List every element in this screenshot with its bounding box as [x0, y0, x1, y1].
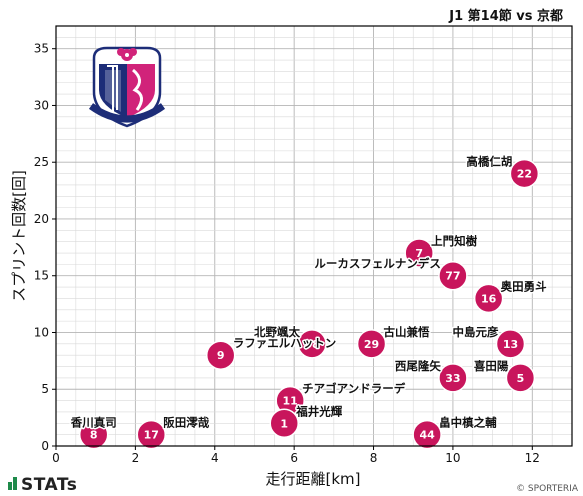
player-point: 33 西尾隆矢 — [393, 357, 468, 393]
x-tick-label: 0 — [52, 451, 60, 465]
x-tick-label: 8 — [370, 451, 378, 465]
player-number: 7 — [415, 247, 423, 260]
player-name: 香川真司 — [70, 416, 117, 430]
player-name: ラファエルハットン — [233, 336, 337, 350]
player-name: 喜田陽 — [474, 359, 509, 373]
player-number: 33 — [445, 372, 460, 385]
chart-title: J1 第14節 vs 京都 — [448, 8, 563, 24]
player-number: 5 — [517, 372, 525, 385]
player-number: 11 — [283, 395, 298, 408]
player-dot — [509, 158, 540, 189]
player-dot — [205, 340, 236, 370]
player-number: 8 — [90, 429, 98, 442]
y-tick-label: 10 — [34, 325, 49, 339]
player-name: 阪田澪哉 — [163, 416, 209, 430]
y-tick-label: 35 — [34, 42, 49, 56]
y-tick-label: 15 — [34, 269, 49, 283]
x-tick-label: 4 — [211, 451, 219, 465]
player-dot — [495, 329, 526, 359]
player-point: 9 ラファエルハットン — [205, 335, 338, 370]
player-number: 17 — [144, 429, 159, 442]
player-point: 44 畠中槙之輔 — [412, 414, 499, 450]
player-name: 高橋仁胡 — [466, 155, 512, 169]
player-point: 17 阪田澪哉 — [136, 414, 211, 450]
player-dot — [136, 419, 167, 450]
player-point: 38 北野颯太 — [253, 323, 327, 359]
stats-brand-logo: STATs — [8, 475, 77, 495]
player-point: 13 中島元彦 — [451, 323, 526, 359]
player-point: 11 チアゴアンドラーデ — [275, 380, 407, 416]
player-number: 77 — [445, 270, 460, 283]
player-name: 古山兼悟 — [384, 325, 430, 339]
player-point: 7 上門知樹 — [404, 233, 479, 268]
player-number: 44 — [419, 429, 435, 442]
player-dot — [473, 283, 504, 314]
player-name: 西尾隆矢 — [395, 359, 441, 373]
player-name: 上門知樹 — [431, 234, 477, 248]
player-number: 9 — [217, 349, 225, 362]
player-dot — [269, 408, 299, 439]
x-tick-label: 2 — [132, 451, 140, 465]
player-number: 29 — [364, 338, 379, 351]
x-tick-label: 10 — [445, 451, 460, 465]
player-number: 16 — [481, 292, 497, 305]
player-dot — [404, 238, 434, 268]
player-point: 77 ルーカスフェルナンデス — [313, 255, 468, 291]
player-name: 畠中槙之輔 — [439, 416, 497, 430]
y-tick-label: 25 — [34, 155, 49, 169]
player-point: 5 喜田陽 — [472, 357, 536, 393]
plot-frame — [55, 25, 573, 447]
player-dot — [297, 329, 327, 359]
player-dot — [356, 329, 387, 359]
brand-bar-icon — [8, 482, 12, 490]
player-point: 29 古山兼悟 — [356, 323, 432, 359]
player-point: 1 福井光輝 — [269, 403, 344, 439]
player-name: 北野颯太 — [254, 325, 300, 339]
player-dot — [438, 363, 468, 393]
player-name: チアゴアンドラーデ — [302, 382, 406, 396]
player-name: 奥田勇斗 — [500, 279, 547, 293]
player-number: 1 — [280, 417, 288, 430]
copyright: © SPORTERIA — [516, 484, 579, 494]
x-tick-label: 12 — [525, 451, 540, 465]
player-name: 福井光輝 — [295, 404, 342, 418]
player-dot — [412, 419, 442, 450]
player-number: 22 — [517, 168, 532, 181]
brand-text: STATs — [21, 475, 77, 495]
cerezo-osaka-crest-logo — [88, 46, 166, 128]
player-name: 中島元彦 — [452, 325, 498, 339]
player-point: 22 高橋仁胡 — [465, 153, 540, 189]
player-dot — [438, 260, 468, 291]
x-axis-label: 走行距離[km] — [265, 470, 360, 488]
player-number: 13 — [503, 338, 518, 351]
y-tick-label: 30 — [34, 98, 49, 112]
player-dot — [78, 419, 109, 450]
brand-bar-icon — [13, 477, 17, 490]
y-axis-label: スプリント回数[回] — [10, 170, 28, 302]
player-dot — [505, 363, 536, 393]
player-number: 38 — [304, 338, 319, 351]
y-tick-label: 0 — [41, 439, 49, 453]
player-name: ルーカスフェルナンデス — [314, 257, 441, 271]
y-tick-label: 20 — [34, 212, 49, 226]
x-tick-label: 6 — [290, 451, 298, 465]
y-tick-label: 5 — [41, 382, 49, 396]
